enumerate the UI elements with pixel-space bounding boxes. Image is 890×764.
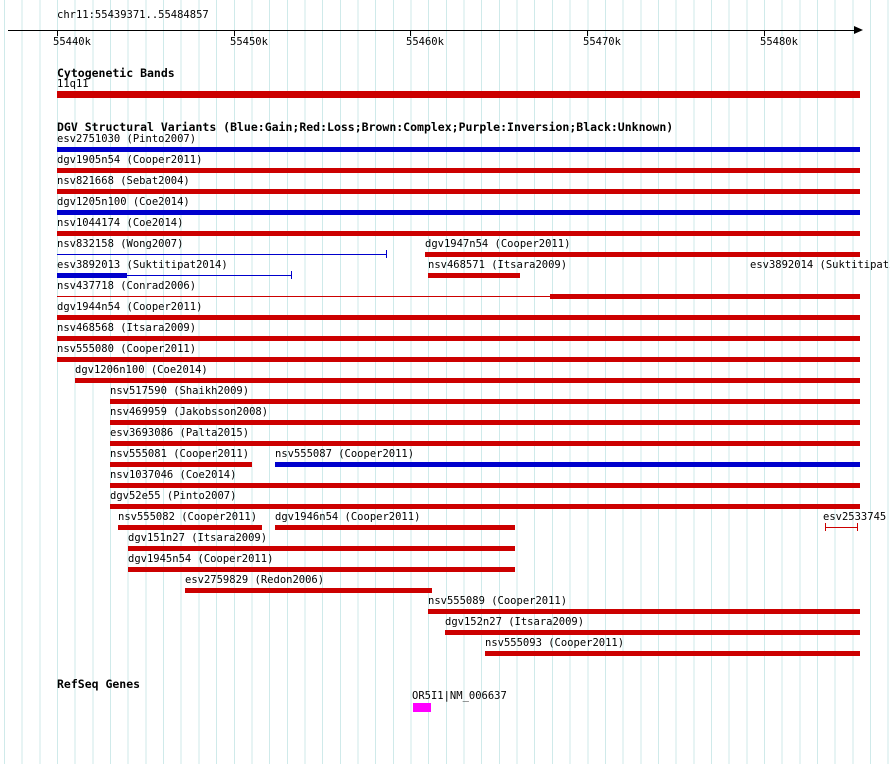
ruler-tick bbox=[57, 31, 58, 36]
variant-bar[interactable] bbox=[57, 336, 860, 341]
variant-end-tick bbox=[386, 250, 387, 258]
variant-bar[interactable] bbox=[57, 210, 860, 215]
cytoband-bar[interactable] bbox=[57, 91, 860, 98]
variant-label[interactable]: nsv832158 (Wong2007) bbox=[57, 238, 184, 250]
variant-label[interactable]: esv3693086 (Palta2015) bbox=[110, 427, 250, 439]
variant-label[interactable]: dgv1946n54 (Cooper2011) bbox=[275, 511, 421, 523]
variant-bar[interactable] bbox=[110, 483, 860, 488]
variant-bar[interactable] bbox=[110, 420, 860, 425]
variant-bar[interactable] bbox=[75, 378, 860, 383]
variant-bar[interactable] bbox=[57, 315, 860, 320]
variant-label[interactable]: nsv555093 (Cooper2011) bbox=[485, 637, 625, 649]
variant-bar[interactable] bbox=[110, 441, 860, 446]
variant-bar[interactable] bbox=[550, 294, 860, 299]
variant-end-tick bbox=[825, 523, 826, 531]
ruler-tick-label: 55480k bbox=[760, 36, 798, 48]
variant-label[interactable]: esv2759829 (Redon2006) bbox=[185, 574, 325, 586]
variant-end-tick bbox=[857, 523, 858, 531]
variant-label[interactable]: nsv1044174 (Coe2014) bbox=[57, 217, 184, 229]
variant-label[interactable]: esv3892014 (Suktitipat2014) bbox=[750, 259, 890, 271]
refseq-section-title: RefSeq Genes bbox=[57, 677, 141, 691]
variant-end-tick bbox=[291, 271, 292, 279]
region-label: chr11:55439371..55484857 bbox=[57, 9, 209, 21]
variant-label[interactable]: nsv555089 (Cooper2011) bbox=[428, 595, 568, 607]
variant-label[interactable]: nsv555081 (Cooper2011) bbox=[110, 448, 250, 460]
variant-bar[interactable] bbox=[57, 168, 860, 173]
ruler-tick bbox=[587, 31, 588, 36]
variant-bar[interactable] bbox=[110, 399, 860, 404]
variant-bar[interactable] bbox=[425, 252, 860, 257]
variant-bar[interactable] bbox=[57, 357, 860, 362]
variant-label[interactable]: dgv1945n54 (Cooper2011) bbox=[128, 553, 274, 565]
variant-bar[interactable] bbox=[57, 189, 860, 194]
ruler-tick bbox=[234, 31, 235, 36]
variant-bar[interactable] bbox=[110, 462, 252, 467]
variant-label[interactable]: nsv1037046 (Coe2014) bbox=[110, 469, 237, 481]
variant-bar[interactable] bbox=[485, 651, 860, 656]
cytogenetic-section-title: Cytogenetic Bands bbox=[57, 66, 175, 80]
variant-label[interactable]: dgv52e55 (Pinto2007) bbox=[110, 490, 237, 502]
ruler-tick-label: 55450k bbox=[230, 36, 268, 48]
variant-label[interactable]: dgv1905n54 (Cooper2011) bbox=[57, 154, 203, 166]
variant-line[interactable] bbox=[825, 527, 858, 528]
variant-label[interactable]: nsv468568 (Itsara2009) bbox=[57, 322, 197, 334]
variant-bar[interactable] bbox=[275, 462, 860, 467]
variant-label[interactable]: nsv555080 (Cooper2011) bbox=[57, 343, 197, 355]
variant-label[interactable]: dgv1944n54 (Cooper2011) bbox=[57, 301, 203, 313]
ruler-tick-label: 55440k bbox=[53, 36, 91, 48]
variant-label[interactable]: nsv821668 (Sebat2004) bbox=[57, 175, 190, 187]
variant-label[interactable]: nsv517590 (Shaikh2009) bbox=[110, 385, 250, 397]
variant-line[interactable] bbox=[57, 254, 386, 255]
variant-label[interactable]: dgv1947n54 (Cooper2011) bbox=[425, 238, 571, 250]
variant-label[interactable]: dgv1206n100 (Coe2014) bbox=[75, 364, 208, 376]
variant-label[interactable]: dgv152n27 (Itsara2009) bbox=[445, 616, 585, 628]
variant-bar[interactable] bbox=[57, 147, 860, 152]
variant-bar[interactable] bbox=[185, 588, 432, 593]
dgv-section-title: DGV Structural Variants (Blue:Gain;Red:L… bbox=[57, 120, 674, 134]
variant-bar[interactable] bbox=[118, 525, 262, 530]
variant-label[interactable]: dgv1205n100 (Coe2014) bbox=[57, 196, 190, 208]
ruler-tick-label: 55460k bbox=[406, 36, 444, 48]
variant-label[interactable]: dgv151n27 (Itsara2009) bbox=[128, 532, 268, 544]
variant-label[interactable]: esv2533745 bbox=[823, 511, 887, 523]
variant-label[interactable]: nsv469959 (Jakobsson2008) bbox=[110, 406, 269, 418]
variant-bar[interactable] bbox=[57, 231, 860, 236]
ruler-axis bbox=[8, 30, 855, 31]
variant-bar[interactable] bbox=[445, 630, 860, 635]
variant-line[interactable] bbox=[127, 275, 291, 276]
variant-label[interactable]: esv2751030 (Pinto2007) bbox=[57, 133, 197, 145]
variant-label[interactable]: esv3892013 (Suktitipat2014) bbox=[57, 259, 228, 271]
variant-label[interactable]: nsv555087 (Cooper2011) bbox=[275, 448, 415, 460]
variant-label[interactable]: nsv468571 (Itsara2009) bbox=[428, 259, 568, 271]
variant-bar[interactable] bbox=[128, 546, 515, 551]
gene-label[interactable]: OR5I1|NM_006637 bbox=[412, 690, 507, 702]
variant-bar[interactable] bbox=[128, 567, 515, 572]
variant-line[interactable] bbox=[57, 296, 550, 297]
variant-bar[interactable] bbox=[57, 273, 127, 278]
variant-bar[interactable] bbox=[275, 525, 515, 530]
cytoband-label: 11q11 bbox=[57, 78, 89, 90]
variant-bar[interactable] bbox=[110, 504, 860, 509]
ruler-tick bbox=[410, 31, 411, 36]
ruler-arrow-icon bbox=[854, 26, 863, 34]
ruler-tick-label: 55470k bbox=[583, 36, 621, 48]
ruler-tick bbox=[764, 31, 765, 36]
gene-bar[interactable] bbox=[413, 703, 431, 712]
variant-label[interactable]: nsv437718 (Conrad2006) bbox=[57, 280, 197, 292]
variant-bar[interactable] bbox=[428, 609, 860, 614]
variant-label[interactable]: nsv555082 (Cooper2011) bbox=[118, 511, 258, 523]
variant-bar[interactable] bbox=[428, 273, 520, 278]
